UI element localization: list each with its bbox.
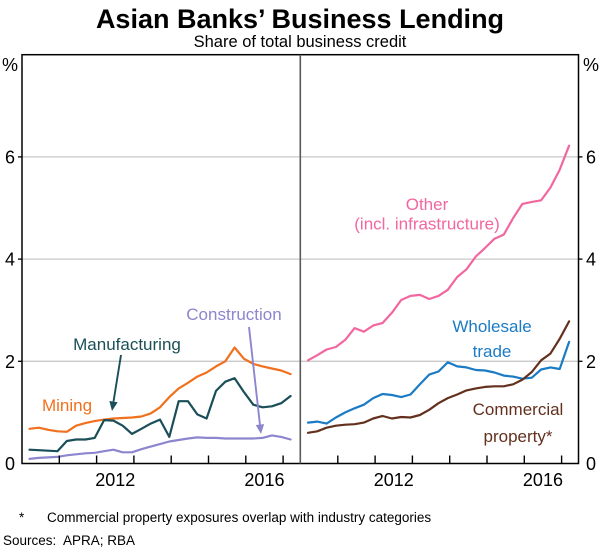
footnote-text: Commercial property exposures overlap wi… <box>47 510 432 525</box>
y-axis-label-right-2: 2 <box>586 352 596 372</box>
y-axis-label-left-0: 0 <box>5 454 15 474</box>
label-arrow-construction-head <box>255 424 265 434</box>
series-line-commercial <box>306 320 571 434</box>
x-axis-label-2016: 2016 <box>244 470 284 490</box>
footnote-marker: * <box>19 510 25 525</box>
series-line-construction <box>28 434 292 460</box>
chart-title: Asian Banks’ Business Lending <box>95 4 505 34</box>
y-axis-label-left-6: 6 <box>5 147 15 167</box>
series-label-construction: Construction <box>186 305 281 324</box>
series-label-other: (incl. infrastructure) <box>354 215 499 234</box>
label-arrow-manufacturing-head <box>109 400 118 411</box>
series-label-manufacturing: Manufacturing <box>73 335 181 354</box>
y-axis-label-left-4: 4 <box>5 250 15 270</box>
x-axis-label-2012: 2012 <box>374 470 414 490</box>
y-axis-label-right-0: 0 <box>586 454 596 474</box>
y-axis-unit-left: % <box>2 55 18 75</box>
series-label-commercial: property* <box>484 427 553 446</box>
series-line-manufacturing <box>28 377 292 453</box>
series-label-commercial: Commercial <box>473 400 564 419</box>
series-label-wholesale: Wholesale <box>452 317 531 336</box>
y-axis-label-left-2: 2 <box>5 352 15 372</box>
y-axis-label-right-4: 4 <box>586 250 596 270</box>
series-label-mining: Mining <box>42 396 92 415</box>
chart-subtitle: Share of total business credit <box>193 33 407 51</box>
y-axis-label-right-6: 6 <box>586 147 596 167</box>
series-label-other: Other <box>406 195 449 214</box>
x-axis-label-2012: 2012 <box>95 470 135 490</box>
x-axis-label-2016: 2016 <box>523 470 563 490</box>
label-arrow-construction-shaft <box>248 326 261 425</box>
sources-line: Sources: APRA; RBA <box>3 533 136 548</box>
series-line-mining <box>28 346 292 433</box>
y-axis-unit-right: % <box>583 55 599 75</box>
label-arrow-manufacturing-shaft <box>112 354 122 402</box>
series-label-wholesale: trade <box>473 342 512 361</box>
series-line-other <box>306 144 571 362</box>
